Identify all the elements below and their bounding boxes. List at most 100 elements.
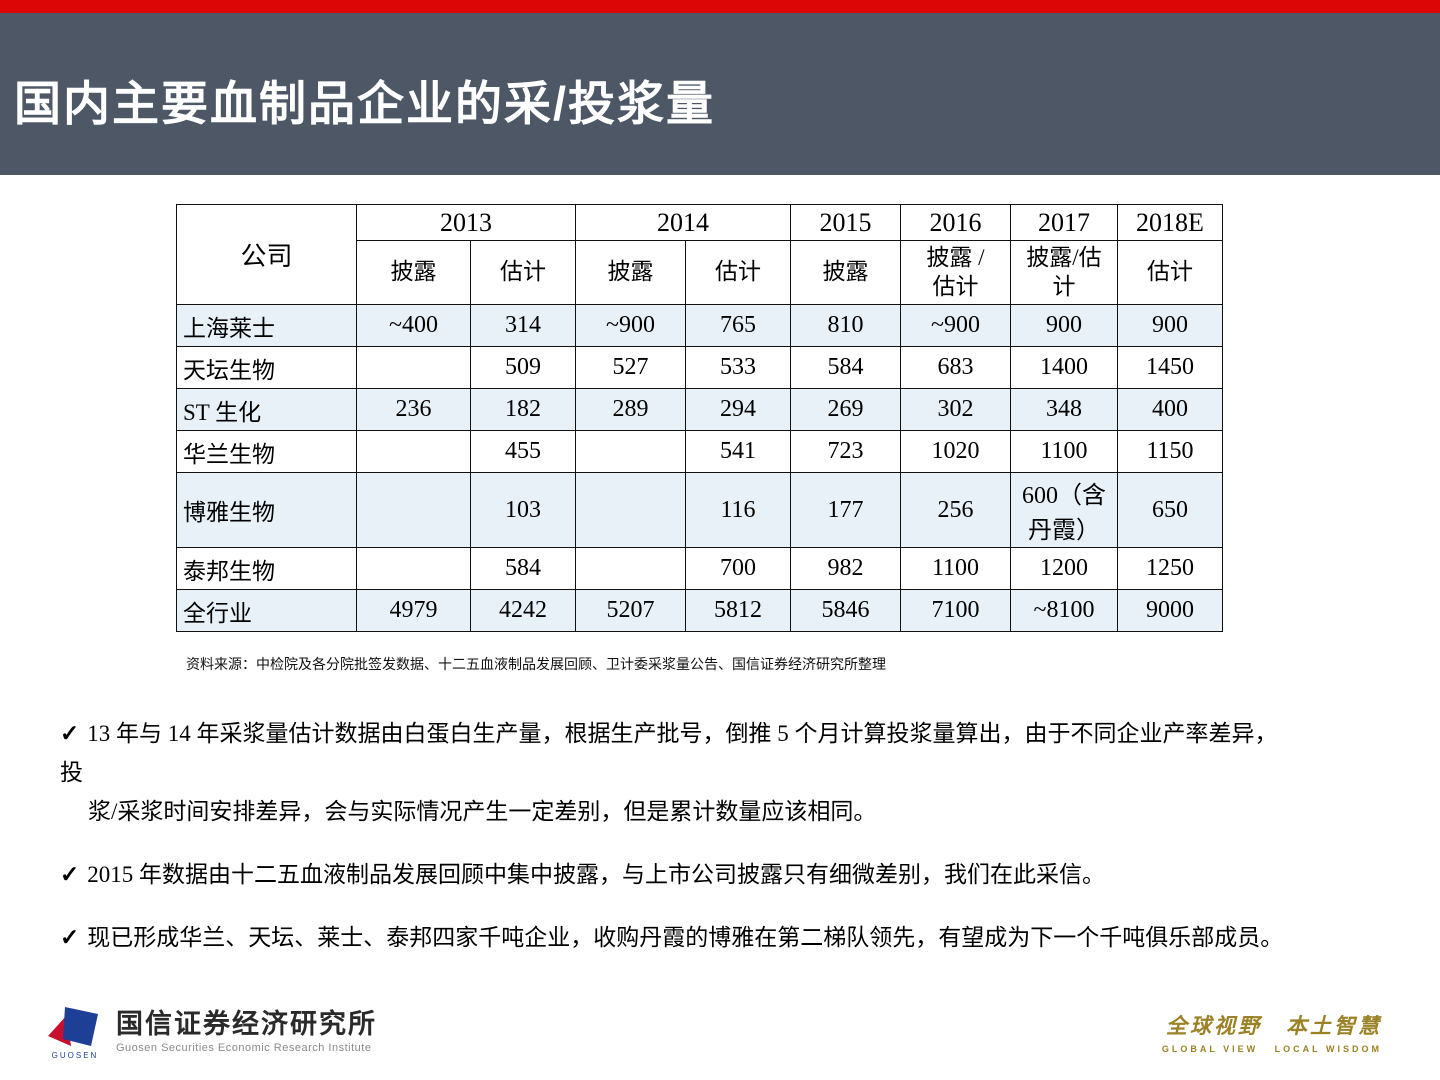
value-cell: 4242 (470, 589, 576, 632)
subheader-disclosed: 披露 (356, 240, 471, 305)
value-cell: 584 (790, 346, 901, 389)
value-cell (575, 547, 686, 590)
subheader-estimated: 估计 (685, 240, 791, 305)
value-cell: ~900 (575, 304, 686, 347)
value-cell: 269 (790, 388, 901, 431)
value-cell: 1100 (900, 547, 1011, 590)
bullet-1-line-1: ✓ 13 年与 14 年采浆量估计数据由白蛋白生产量，根据生产批号，倒推 5 个月… (60, 718, 1390, 749)
value-cell: 1100 (1010, 430, 1118, 473)
value-cell: 348 (1010, 388, 1118, 431)
company-cell: 上海莱士 (176, 304, 357, 347)
value-cell: 182 (470, 388, 576, 431)
subheader-disclosed: 披露 (790, 240, 901, 305)
year-header-2018e: 2018E (1117, 204, 1223, 241)
value-cell: 541 (685, 430, 791, 473)
value-cell: 683 (900, 346, 1011, 389)
slogan-english: GLOBAL VIEW LOCAL WISDOM (1161, 1044, 1382, 1054)
value-cell: 103 (470, 472, 576, 548)
org-name-block: 国信证券经济研究所 Guosen Securities Economic Res… (116, 1008, 377, 1055)
company-cell: 天坛生物 (176, 346, 357, 389)
slogan-chinese: 全球视野 本土智慧 (1166, 1014, 1382, 1038)
org-name-english: Guosen Securities Economic Research Inst… (116, 1042, 372, 1055)
value-cell (575, 472, 686, 548)
value-cell: 400 (1117, 388, 1223, 431)
bullet-2-text: 2015 年数据由十二五血液制品发展回顾中集中披露，与上市公司披露只有细微差别，… (87, 862, 1106, 888)
bullet-1-text: 13 年与 14 年采浆量估计数据由白蛋白生产量，根据生产批号，倒推 5 个月计… (87, 721, 1278, 746)
plasma-volume-table: 公司 2013 2014 2015 2016 2017 2018E 披露 估计 … (176, 204, 1223, 632)
value-cell: 600（含 丹霞） (1010, 472, 1118, 548)
subheader-disclosed: 披露 (575, 240, 686, 305)
company-cell: 全行业 (176, 589, 357, 632)
year-header-2016: 2016 (900, 204, 1011, 241)
subheader-estimated: 估计 (470, 240, 576, 305)
value-cell (356, 547, 471, 590)
top-accent-bar (0, 0, 1440, 13)
year-header-row: 公司 2013 2014 2015 2016 2017 2018E (176, 204, 1223, 305)
value-cell: 116 (685, 472, 791, 548)
value-cell: 900 (1117, 304, 1223, 347)
footer-slogan-block: 全球视野 本土智慧 GLOBAL VIEW LOCAL WISDOM (1162, 1010, 1382, 1054)
bullet-3: ✓ 现已形成华兰、天坛、莱士、泰邦四家千吨企业，收购丹霞的博雅在第二梯队领先，有望… (60, 922, 1390, 953)
subheader-disclosed-estimated: 披露 / 估计 (900, 240, 1011, 305)
value-cell: 527 (575, 346, 686, 389)
value-cell: ~400 (356, 304, 471, 347)
table-row: 天坛生物 509 527 533 584 683 1400 1450 (176, 346, 1223, 389)
guosen-logo: GUOSEN (46, 1004, 104, 1060)
value-cell (356, 346, 471, 389)
company-cell: 泰邦生物 (176, 547, 357, 590)
value-cell: 455 (470, 430, 576, 473)
value-cell: 9000 (1117, 589, 1223, 632)
year-header-2017: 2017 (1010, 204, 1118, 241)
value-cell: ~8100 (1010, 589, 1118, 632)
value-cell: 256 (900, 472, 1011, 548)
value-cell: 1020 (900, 430, 1011, 473)
value-cell: 1400 (1010, 346, 1118, 389)
year-header-2013: 2013 (356, 204, 576, 241)
check-icon: ✓ (60, 721, 80, 746)
value-cell: 1250 (1117, 547, 1223, 590)
bullet-2: ✓ 2015 年数据由十二五血液制品发展回顾中集中披露，与上市公司披露只有细微差别… (60, 859, 1390, 890)
value-cell: 810 (790, 304, 901, 347)
value-cell: 294 (685, 388, 791, 431)
value-cell (575, 430, 686, 473)
plasma-volume-table-wrap: 公司 2013 2014 2015 2016 2017 2018E 披露 估计 … (176, 204, 1223, 632)
value-cell: 900 (1010, 304, 1118, 347)
corner-header-company: 公司 (176, 204, 357, 305)
table-header: 公司 2013 2014 2015 2016 2017 2018E 披露 估计 … (176, 204, 1223, 305)
page-title: 国内主要血制品企业的采/投浆量 (14, 77, 716, 130)
value-cell: 982 (790, 547, 901, 590)
check-icon: ✓ (60, 862, 80, 888)
value-cell: 765 (685, 304, 791, 347)
title-band: 国内主要血制品企业的采/投浆量 (0, 13, 1440, 175)
value-cell: 700 (685, 547, 791, 590)
company-cell: 博雅生物 (176, 472, 357, 548)
value-cell: 650 (1117, 472, 1223, 548)
value-cell: 1200 (1010, 547, 1118, 590)
value-cell: 289 (575, 388, 686, 431)
subheader-disclosed-estimated: 披露/估 计 (1010, 240, 1118, 305)
table-row: 全行业 4979 4242 5207 5812 5846 7100 ~8100 9000 (176, 589, 1223, 632)
table-row: 博雅生物 103 116 177 256 600（含 丹霞） 650 (176, 472, 1223, 548)
company-cell: 华兰生物 (176, 430, 357, 473)
bullet-3-text: 现已形成华兰、天坛、莱士、泰邦四家千吨企业，收购丹霞的博雅在第二梯队领先，有望成… (87, 925, 1284, 951)
value-cell: 723 (790, 430, 901, 473)
source-note: 资料来源：中检院及各分院批签发数据、十二五血液制品发展回顾、卫计委采浆量公告、国… (186, 658, 886, 673)
value-cell: 177 (790, 472, 901, 548)
value-cell: 1150 (1117, 430, 1223, 473)
value-cell: 5812 (685, 589, 791, 632)
value-cell: 5846 (790, 589, 901, 632)
value-cell: 236 (356, 388, 471, 431)
table-body: 上海莱士 ~400 314 ~900 765 810 ~900 900 900 天坛生物 509 52… (176, 304, 1223, 632)
table-row: 泰邦生物 584 700 982 1100 1200 1250 (176, 547, 1223, 590)
value-cell: 509 (470, 346, 576, 389)
value-cell: 302 (900, 388, 1011, 431)
guosen-logo-icon (48, 1007, 98, 1046)
year-header-2015: 2015 (790, 204, 901, 241)
table-row: 华兰生物 455 541 723 1020 1100 1150 (176, 430, 1223, 473)
org-name: 国信证券经济研究所 (116, 1008, 377, 1039)
value-cell: ~900 (900, 304, 1011, 347)
footer-logo-block: GUOSEN 国信证券经济研究所 Guosen Securities Econo… (46, 1004, 377, 1060)
value-cell: 5207 (575, 589, 686, 632)
value-cell: 314 (470, 304, 576, 347)
